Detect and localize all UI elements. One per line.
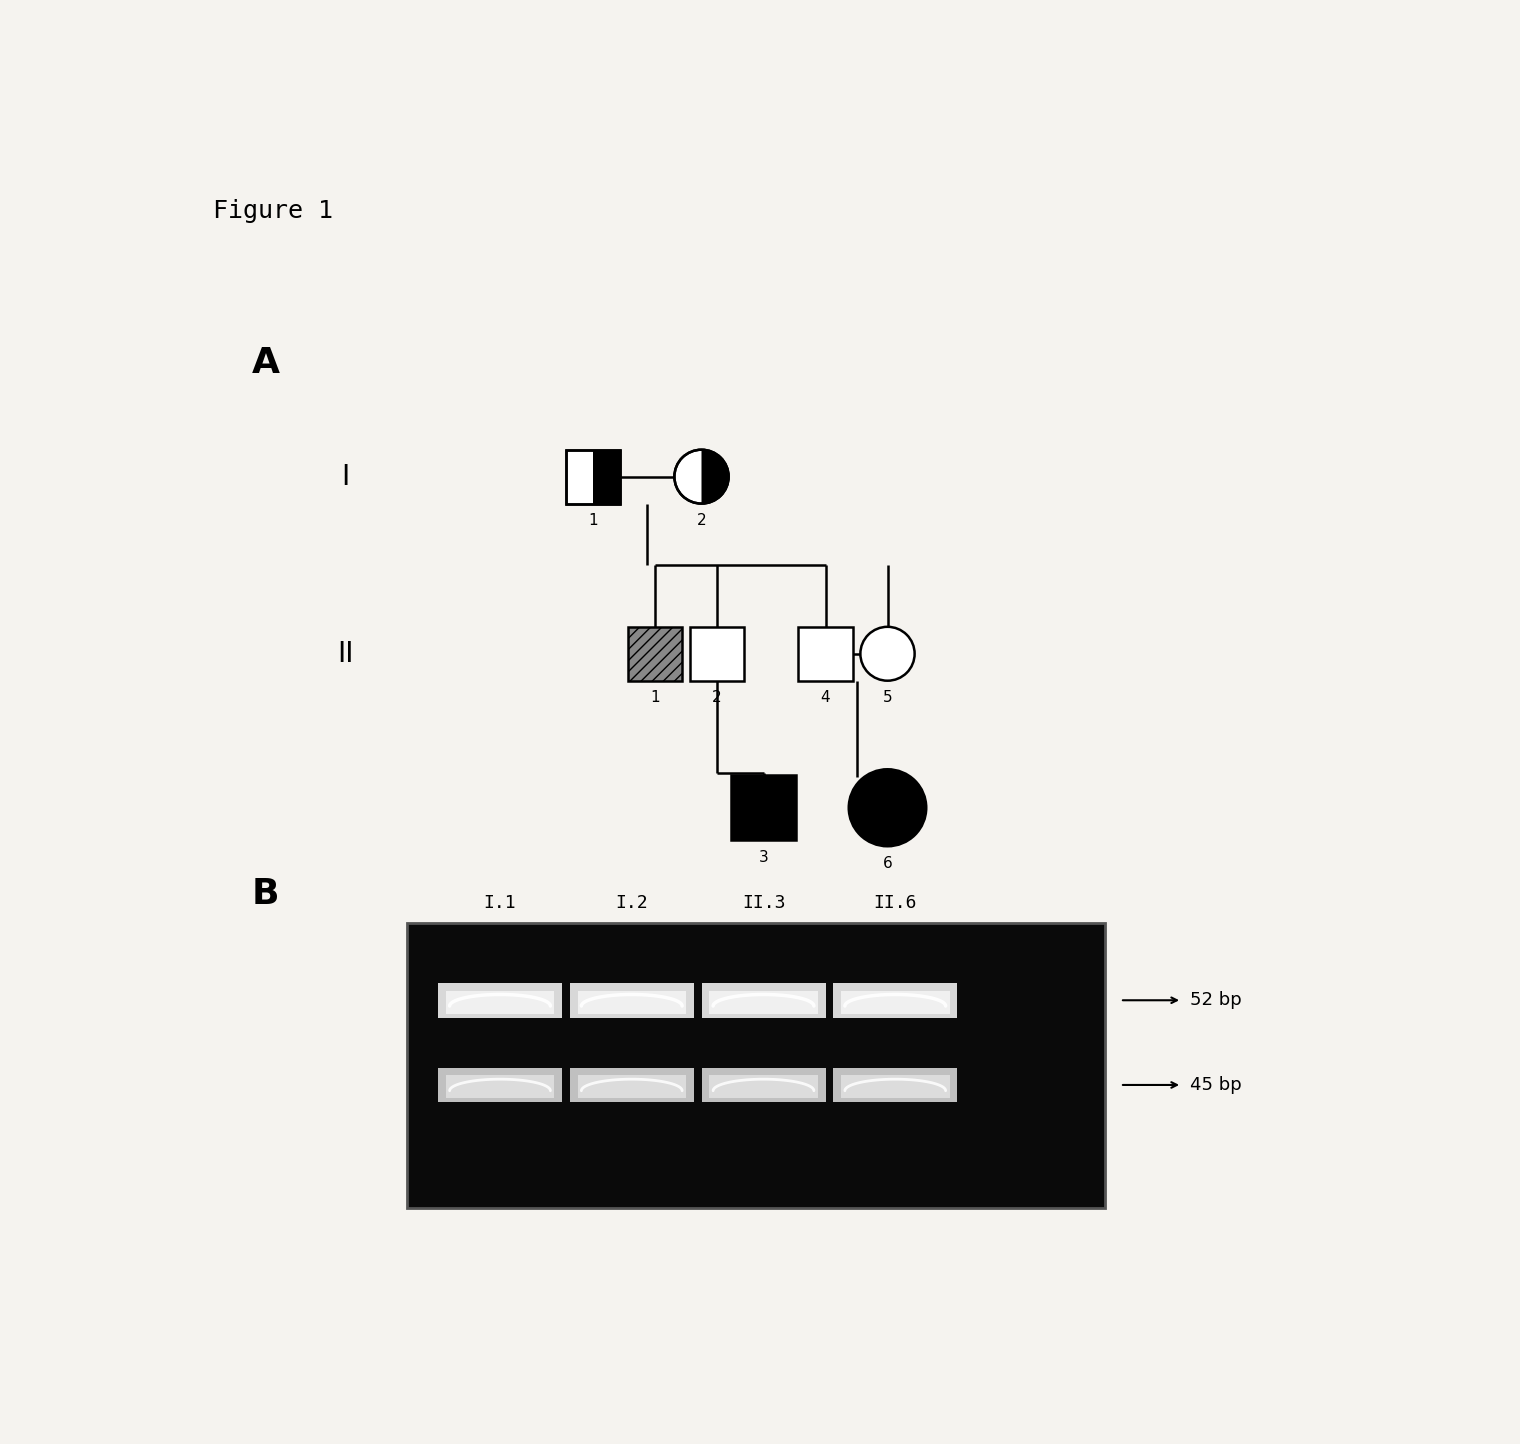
Bar: [570, 1067, 693, 1102]
Text: 1: 1: [651, 690, 660, 705]
Text: II.6: II.6: [874, 894, 917, 911]
Bar: [565, 449, 620, 504]
Bar: [833, 983, 958, 1018]
Bar: [841, 1076, 950, 1099]
Text: 52 bp: 52 bp: [1190, 991, 1242, 1009]
Bar: [690, 627, 745, 680]
Bar: [438, 1067, 562, 1102]
Wedge shape: [702, 449, 728, 504]
Bar: [445, 1076, 555, 1099]
Circle shape: [848, 770, 926, 846]
Text: Figure 1: Figure 1: [213, 199, 333, 224]
Text: 3: 3: [758, 849, 769, 865]
Bar: [731, 775, 796, 840]
Text: I.2: I.2: [616, 894, 648, 911]
Bar: [578, 991, 686, 1014]
Text: B: B: [252, 877, 280, 911]
Text: A: A: [252, 345, 280, 380]
Bar: [702, 983, 825, 1018]
Bar: [710, 991, 818, 1014]
Bar: [702, 1067, 825, 1102]
Bar: [841, 991, 950, 1014]
Bar: [628, 627, 682, 680]
Bar: [833, 1067, 958, 1102]
Bar: [407, 923, 1105, 1209]
Bar: [565, 449, 620, 504]
Circle shape: [860, 627, 915, 680]
Text: 5: 5: [883, 690, 892, 705]
Bar: [570, 983, 693, 1018]
Text: 1: 1: [588, 513, 597, 529]
Bar: [578, 1076, 686, 1099]
Text: I.1: I.1: [483, 894, 517, 911]
Text: 4: 4: [821, 690, 830, 705]
Bar: [445, 991, 555, 1014]
Bar: [798, 627, 853, 680]
Text: II.3: II.3: [742, 894, 786, 911]
Text: I: I: [340, 462, 350, 491]
Text: 2: 2: [713, 690, 722, 705]
Bar: [438, 983, 562, 1018]
Text: 45 bp: 45 bp: [1190, 1076, 1242, 1095]
Circle shape: [675, 449, 728, 504]
Bar: [710, 1076, 818, 1099]
Text: 2: 2: [696, 513, 707, 529]
Bar: [593, 449, 620, 504]
Text: II: II: [337, 640, 353, 667]
Text: 6: 6: [883, 855, 892, 871]
